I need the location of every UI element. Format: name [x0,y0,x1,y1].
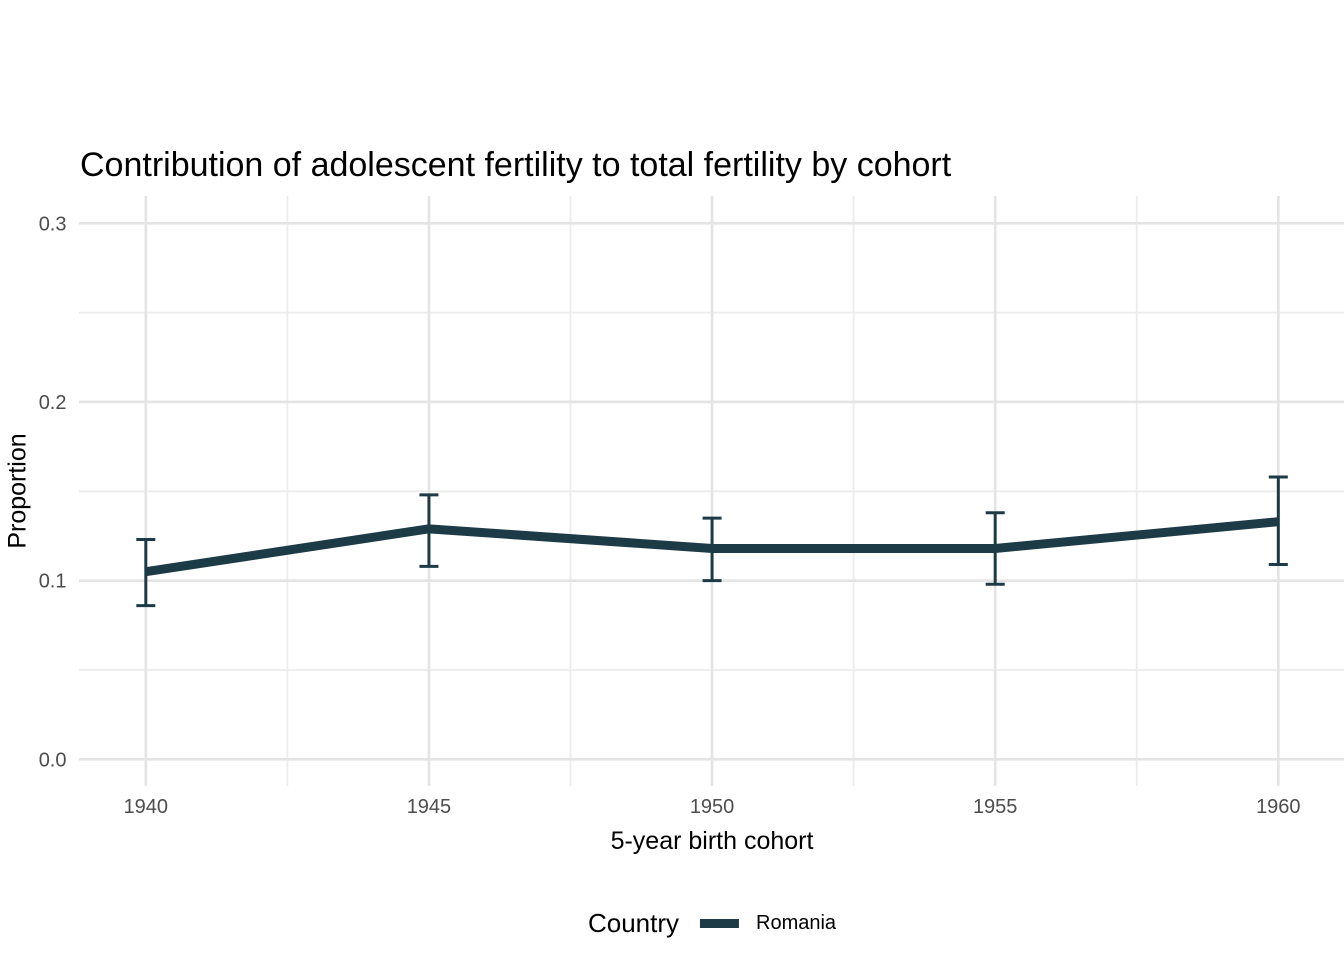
y-axis-title: Proportion [3,433,32,549]
x-tick-label: 1940 [124,796,169,818]
x-tick-label: 1955 [973,796,1018,818]
legend-key-line [700,918,739,928]
series-line-romania [145,517,1279,577]
x-axis-title: 5-year birth cohort [610,827,814,855]
chart-title: Contribution of adolescent fertility to … [80,146,952,184]
y-tick-label: 0.1 [39,571,67,593]
legend: Country Romania [588,903,836,943]
y-tick-label: 0.3 [39,213,67,235]
x-tick-label: 1950 [690,796,735,818]
legend-label-romania: Romania [756,911,837,934]
y-tick-label: 0.2 [39,392,67,414]
legend-title: Country [587,907,679,938]
x-tick-label: 1945 [407,796,452,818]
y-tick-label: 0.0 [39,749,67,771]
x-tick-label: 1960 [1256,796,1301,818]
